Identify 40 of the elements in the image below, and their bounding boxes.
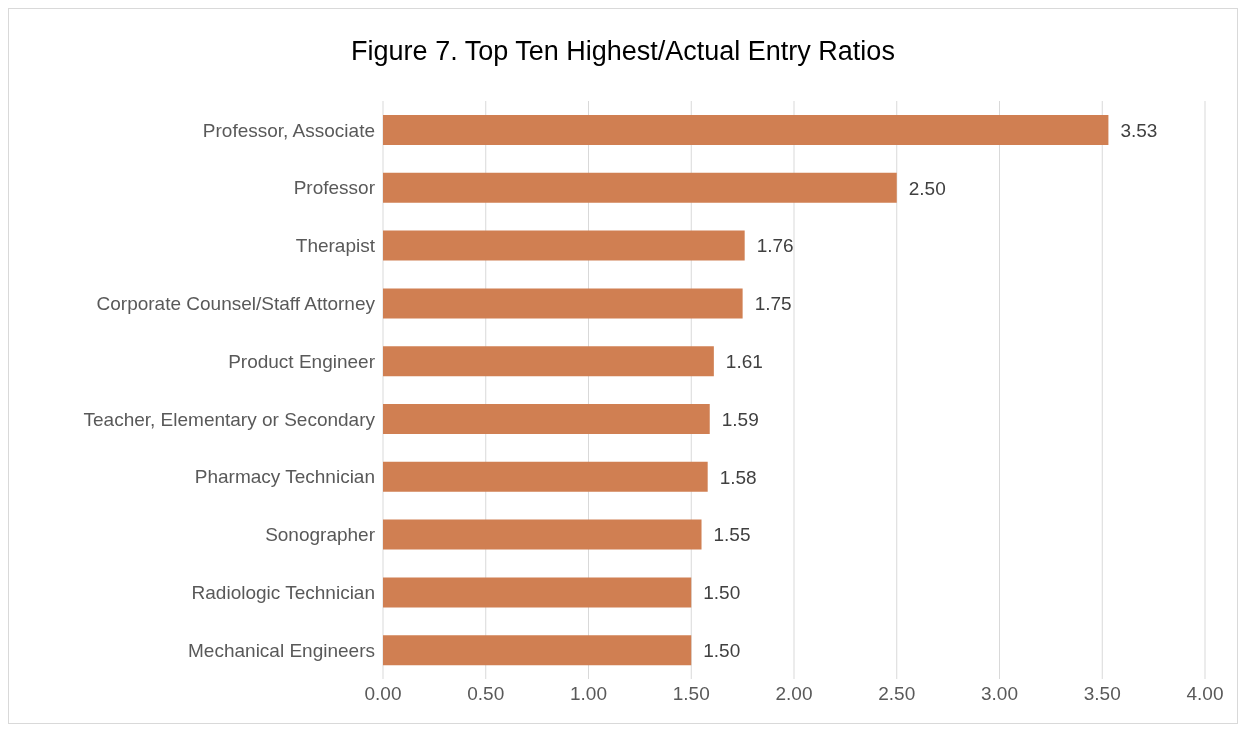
- bar: [383, 635, 692, 666]
- x-tick-label: 2.50: [878, 683, 916, 705]
- x-tick-label: 0.50: [467, 683, 505, 705]
- y-tick-label: Therapist: [295, 235, 376, 257]
- data-label: 1.61: [725, 350, 763, 372]
- x-tick-label: 1.50: [672, 683, 710, 705]
- data-label: 1.55: [713, 524, 751, 546]
- bar: [383, 230, 745, 261]
- bar: [383, 346, 714, 377]
- y-tick-label: Corporate Counsel/Staff Attorney: [96, 293, 376, 315]
- y-tick-label: Pharmacy Technician: [194, 466, 375, 488]
- x-tick-label: 0.00: [364, 683, 402, 705]
- x-tick-label: 4.00: [1186, 683, 1224, 705]
- y-tick-label: Teacher, Elementary or Secondary: [83, 408, 376, 430]
- bar: [383, 519, 702, 550]
- x-tick-label: 3.50: [1083, 683, 1121, 705]
- data-label: 1.59: [721, 408, 759, 430]
- y-tick-label: Product Engineer: [228, 350, 376, 372]
- bar: [383, 461, 708, 492]
- data-label: 1.50: [703, 639, 741, 661]
- chart-title: Figure 7. Top Ten Highest/Actual Entry Ratios: [350, 34, 896, 68]
- bar: [383, 404, 710, 434]
- data-label: 1.50: [703, 582, 741, 604]
- bar: [383, 288, 743, 319]
- y-tick-label: Professor, Associate: [202, 119, 375, 141]
- bar: [383, 577, 692, 608]
- data-label: 1.58: [719, 466, 757, 488]
- y-tick-label: Mechanical Engineers: [188, 639, 375, 661]
- bar: [383, 172, 897, 203]
- bar: [383, 115, 1109, 145]
- x-tick-label: 1.00: [570, 683, 607, 705]
- y-tick-label: Sonographer: [265, 524, 376, 546]
- data-label: 1.75: [754, 293, 792, 315]
- x-tick-label: 2.00: [775, 683, 813, 705]
- y-tick-label: Professor: [293, 177, 376, 199]
- x-tick-label: 3.00: [981, 683, 1018, 705]
- y-tick-label: Radiologic Technician: [191, 582, 375, 604]
- data-label: 3.53: [1120, 119, 1158, 141]
- data-label: 2.50: [908, 177, 946, 199]
- data-label: 1.76: [756, 235, 794, 257]
